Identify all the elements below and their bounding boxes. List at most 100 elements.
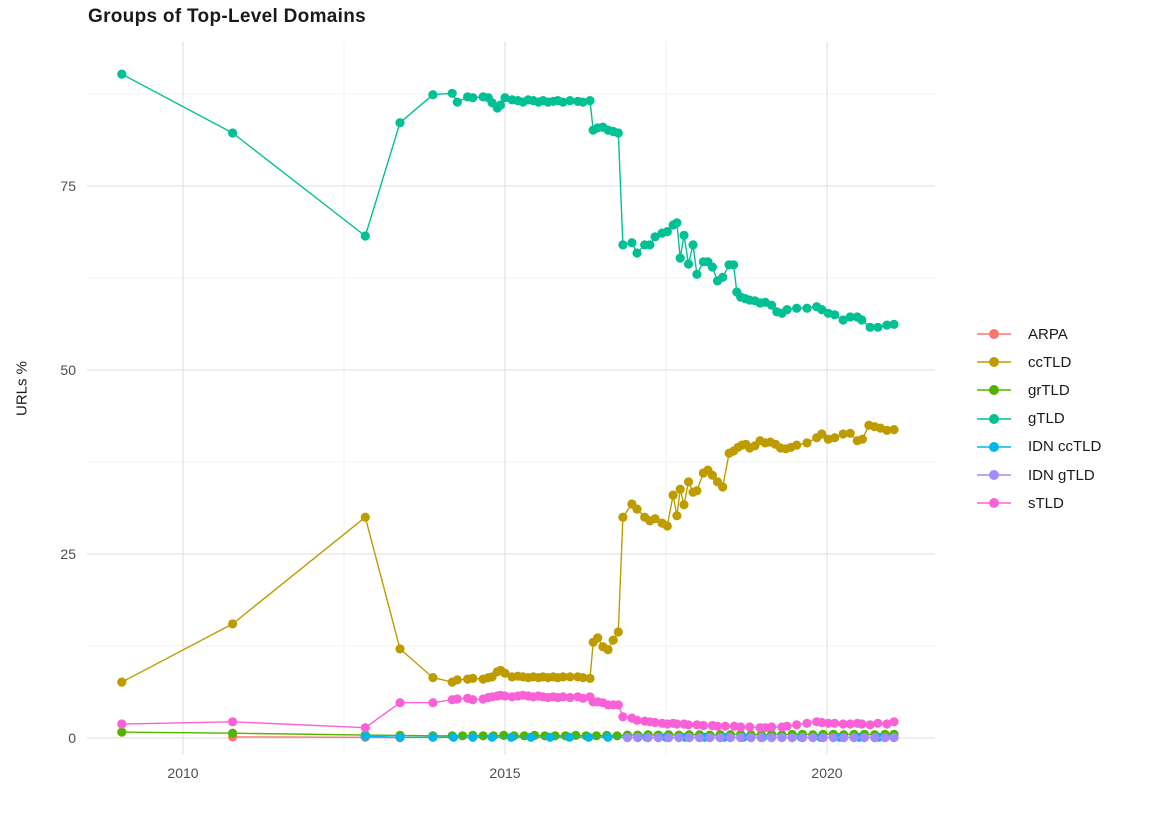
legend-entry-idn-cctld: IDN ccTLD: [976, 433, 1101, 461]
data-point: [736, 722, 746, 732]
data-point: [643, 733, 653, 743]
data-point: [787, 733, 797, 743]
data-point: [228, 619, 238, 629]
data-point: [715, 733, 725, 743]
data-point: [679, 230, 689, 240]
series-idn-gtld: [622, 733, 899, 743]
legend-entry-gtld: gTLD: [976, 405, 1101, 433]
data-point: [889, 717, 899, 727]
data-point: [468, 732, 478, 742]
data-point: [585, 96, 595, 106]
data-point: [828, 733, 839, 743]
data-point: [802, 718, 812, 728]
data-point: [880, 733, 890, 743]
major-gridlines: [87, 42, 935, 755]
data-point: [782, 305, 792, 315]
data-point: [395, 644, 405, 654]
data-point: [808, 733, 818, 743]
data-point: [499, 730, 509, 741]
data-point: [117, 719, 127, 729]
data-point: [500, 668, 510, 678]
data-point: [468, 93, 478, 103]
data-point: [613, 700, 623, 710]
data-point: [720, 721, 730, 731]
data-point: [889, 733, 899, 743]
data-point: [565, 692, 575, 703]
data-point: [613, 128, 623, 138]
legend-key-icon: [977, 413, 1011, 424]
data-point: [674, 733, 684, 743]
x-tick-label: 2015: [489, 765, 520, 781]
data-point: [565, 672, 575, 682]
data-point: [839, 733, 849, 743]
data-point: [448, 732, 459, 742]
data-point: [865, 720, 875, 730]
data-point: [882, 425, 892, 435]
series-gtld: [117, 69, 899, 332]
data-point: [729, 260, 739, 270]
data-point: [584, 732, 594, 742]
data-point: [707, 470, 718, 480]
data-point: [578, 693, 588, 703]
data-point: [117, 69, 127, 79]
data-point: [718, 272, 728, 282]
legend-entry-stld: sTLD: [976, 489, 1101, 517]
x-tick-label: 2020: [811, 765, 842, 781]
legend-key-icon: [977, 470, 1011, 481]
data-point: [873, 718, 883, 728]
data-point: [889, 319, 899, 329]
data-point: [578, 97, 588, 107]
data-point: [857, 719, 867, 729]
data-point: [698, 720, 709, 731]
data-point: [767, 300, 777, 310]
data-point: [632, 504, 642, 514]
data-point: [500, 93, 510, 103]
data-point: [802, 303, 812, 313]
legend-key-icon: [977, 357, 1011, 368]
data-point: [845, 719, 855, 729]
data-point: [591, 731, 602, 741]
data-point: [500, 691, 510, 701]
data-point: [712, 721, 723, 731]
data-point: [845, 312, 855, 322]
data-point: [694, 733, 705, 743]
data-point: [662, 227, 672, 237]
legend-entry-cctld: ccTLD: [976, 348, 1101, 376]
data-point: [688, 240, 698, 250]
data-point: [664, 733, 674, 743]
data-point: [672, 511, 682, 521]
legend-entry-idn-gtld: IDN gTLD: [976, 461, 1101, 489]
data-point: [117, 727, 127, 737]
data-point: [618, 240, 628, 250]
data-point: [859, 733, 870, 743]
data-point: [578, 673, 588, 683]
data-point: [817, 429, 827, 439]
data-point: [802, 438, 812, 448]
series-line: [121, 73, 895, 328]
data-point: [830, 718, 840, 728]
data-point: [632, 715, 642, 725]
data-point: [675, 484, 685, 494]
data-point: [468, 673, 478, 684]
data-point: [395, 732, 405, 742]
legend-label: ccTLD: [1028, 353, 1072, 371]
data-point: [457, 731, 468, 741]
data-point: [746, 733, 756, 743]
data-point: [725, 733, 736, 743]
data-point: [692, 486, 702, 496]
data-point: [818, 733, 828, 743]
data-point: [668, 490, 678, 500]
data-point: [395, 118, 405, 128]
data-point: [468, 695, 478, 705]
legend-entry-grtld: grTLD: [976, 376, 1101, 404]
y-axis-tick-labels: 0 25 50 75: [60, 178, 76, 746]
data-point: [613, 627, 623, 637]
legend-label: grTLD: [1028, 381, 1070, 399]
data-point: [228, 128, 238, 138]
data-point: [558, 692, 568, 702]
data-point: [683, 720, 694, 730]
data-point: [683, 477, 694, 487]
data-point: [526, 732, 536, 742]
legend-key-icon: [977, 329, 1011, 340]
legend-entry-arpa: ARPA: [976, 320, 1101, 348]
